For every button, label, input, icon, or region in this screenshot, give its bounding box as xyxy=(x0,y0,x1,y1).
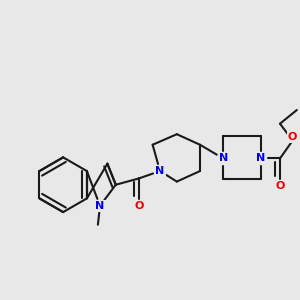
Text: O: O xyxy=(134,201,144,211)
Text: O: O xyxy=(275,181,285,191)
Text: N: N xyxy=(218,153,228,164)
Text: N: N xyxy=(256,153,266,164)
Text: O: O xyxy=(288,132,297,142)
Text: N: N xyxy=(95,201,105,211)
Text: N: N xyxy=(155,166,165,176)
